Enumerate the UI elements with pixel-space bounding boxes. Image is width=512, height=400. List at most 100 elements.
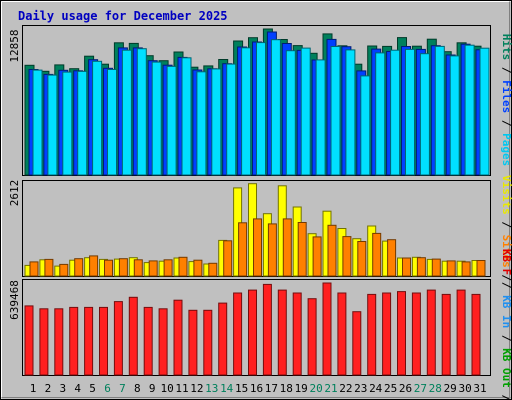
legend-part: Files — [500, 80, 512, 113]
day-label: 19 — [295, 382, 308, 395]
day-label: 15 — [235, 382, 248, 395]
bar-sites-day-12 — [193, 259, 203, 277]
day-label: 25 — [384, 382, 397, 395]
bar-kb-f-day-13 — [203, 309, 213, 376]
panel-kbytes: 639468 KB F / KB In / KB Out / — [8, 249, 512, 400]
bar-pages-day-3 — [62, 71, 73, 176]
bar-pages-day-11 — [181, 57, 192, 176]
day-label: 17 — [265, 382, 278, 395]
bar-sites-day-24 — [372, 232, 382, 277]
bar-pages-day-5 — [92, 60, 103, 176]
bar-sites-day-18 — [282, 218, 292, 277]
day-label: 2 — [45, 382, 52, 395]
bar-sites-day-22 — [342, 236, 352, 277]
day-label: 4 — [74, 382, 81, 395]
bar-kb-f-day-16 — [248, 289, 257, 376]
bar-sites-day-31 — [476, 260, 486, 277]
bar-sites-day-9 — [148, 260, 158, 277]
bar-kb-f-day-1 — [24, 305, 34, 376]
bar-sites-day-15 — [238, 222, 248, 277]
day-label: 14 — [220, 382, 234, 395]
bar-sites-day-30 — [461, 261, 471, 277]
panel-bot-legend: KB F / KB In / KB Out / — [500, 249, 512, 400]
bar-pages-day-22 — [345, 49, 356, 176]
chart-title: Daily usage for December 2025 — [18, 9, 228, 23]
day-label: 28 — [429, 382, 442, 395]
day-label: 1 — [30, 382, 37, 395]
bar-kb-f-day-14 — [218, 302, 228, 376]
panel-top-legend: Hits / Files / Pages — [500, 34, 512, 167]
bar-sites-day-8 — [133, 259, 143, 277]
day-label: 22 — [339, 382, 352, 395]
bar-pages-day-26 — [405, 48, 415, 176]
bar-kb-f-day-22 — [337, 292, 347, 376]
bar-kb-f-day-6 — [99, 306, 108, 376]
legend-part: Hits — [500, 34, 512, 61]
legend-part: / — [500, 215, 512, 235]
panel-bot-max-label: 639468 — [8, 280, 21, 320]
bar-sites-day-25 — [387, 239, 397, 277]
bar-pages-day-25 — [390, 49, 401, 176]
bar-kb-f-day-19 — [292, 292, 302, 376]
bar-pages-day-31 — [479, 47, 490, 176]
bar-sites-day-1 — [29, 261, 39, 277]
panel-mid-legend: Visits / Sites / — [500, 175, 512, 281]
bar-sites-day-29 — [446, 260, 456, 277]
day-label: 11 — [175, 382, 188, 395]
bar-kb-f-day-10 — [158, 308, 168, 376]
day-label: 6 — [104, 382, 111, 395]
panel-hits-files-pages: 12858 Hits / Files / Pages — [8, 25, 512, 176]
day-label: 27 — [414, 382, 427, 395]
bar-kb-f-day-28 — [426, 289, 436, 376]
bar-kb-f-day-17 — [262, 283, 272, 376]
bar-pages-day-2 — [47, 74, 58, 176]
bar-pages-day-21 — [330, 46, 341, 176]
bar-pages-day-14 — [226, 63, 237, 176]
bar-sites-day-16 — [253, 218, 262, 277]
bar-kb-f-day-25 — [382, 292, 392, 376]
legend-part: KB F — [500, 249, 512, 276]
bar-kb-f-day-7 — [113, 301, 123, 376]
day-label: 23 — [354, 382, 367, 395]
day-label: 10 — [160, 382, 173, 395]
bar-pages-day-1 — [32, 69, 43, 176]
bar-sites-day-17 — [267, 223, 277, 277]
bar-pages-day-17 — [270, 39, 281, 176]
bar-kb-f-day-26 — [397, 291, 406, 376]
bar-sites-day-20 — [312, 236, 322, 277]
legend-part: / — [500, 328, 512, 348]
bar-pages-day-7 — [121, 49, 132, 176]
bar-kb-f-day-31 — [471, 293, 481, 376]
bar-kb-f-day-5 — [84, 306, 94, 376]
bar-kb-f-day-4 — [69, 306, 79, 376]
day-label: 5 — [89, 382, 96, 395]
bar-pages-day-8 — [136, 48, 147, 176]
day-label: 9 — [149, 382, 156, 395]
day-label: 26 — [399, 382, 412, 395]
bar-pages-day-10 — [166, 65, 177, 176]
bar-pages-day-12 — [196, 71, 207, 176]
bar-kb-f-day-29 — [441, 293, 451, 376]
legend-part: Sites — [500, 235, 512, 268]
legend-part: KB In — [500, 295, 512, 328]
x-axis-day-labels: 1 2 3 4 5 6 7 8 9 10 11 12 13 14 15 16 17 18 19 20 21 22 23 24 2… — [30, 382, 487, 395]
bar-sites-day-3 — [59, 263, 69, 277]
bar-kb-f-day-30 — [456, 289, 466, 376]
day-label: 16 — [250, 382, 263, 395]
bar-kb-f-day-15 — [233, 292, 243, 376]
bar-pages-day-13 — [211, 68, 222, 176]
bar-pages-day-30 — [464, 44, 475, 176]
bar-sites-day-10 — [163, 259, 173, 277]
legend-part: / — [500, 268, 512, 282]
bar-sites-day-4 — [74, 258, 84, 277]
day-label: 21 — [324, 382, 337, 395]
bar-kb-f-day-11 — [173, 299, 183, 376]
bar-sites-day-21 — [327, 224, 337, 277]
day-label: 7 — [119, 382, 126, 395]
legend-part: Pages — [500, 133, 512, 166]
bar-sites-day-27 — [416, 257, 426, 277]
bar-pages-day-24 — [375, 52, 386, 176]
panel-mid-max-label: 2612 — [8, 180, 21, 207]
legend-part: / — [500, 275, 512, 295]
